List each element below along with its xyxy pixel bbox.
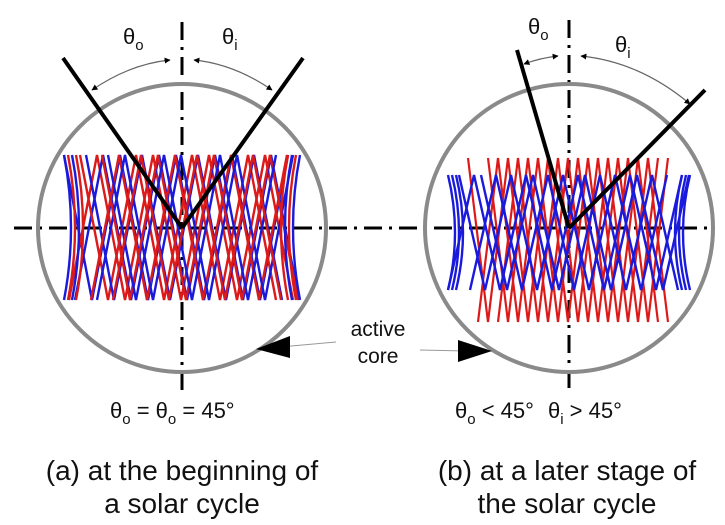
panel-a: θo θi θo = θo = 45° (a) at the beginning…	[36, 24, 328, 519]
theta-o-label-a: θo	[123, 24, 144, 54]
angle-arc-inner-a	[193, 57, 273, 91]
field-lines-a	[62, 154, 302, 301]
angle-arc-inner-b	[580, 53, 691, 105]
field-line	[468, 174, 680, 291]
field-line	[457, 174, 669, 291]
field-line	[100, 154, 300, 301]
field-line	[287, 154, 298, 301]
theta-o-label-b: θo	[528, 14, 549, 44]
field-lines-b	[446, 157, 692, 323]
panel-b: θo θi θo < 45° θi > 45° (b) at a later st…	[423, 14, 715, 519]
field-line	[66, 154, 77, 301]
ray-inner-a	[180, 56, 305, 230]
field-line	[62, 154, 73, 301]
formula-b: θo < 45° θi > 45°	[455, 398, 622, 428]
field-line	[74, 154, 85, 301]
field-line	[446, 174, 684, 291]
ray-inner-b	[567, 88, 707, 230]
caption-a-line1: (a) at the beginning of	[46, 455, 319, 486]
field-line	[291, 154, 302, 301]
field-line	[673, 174, 684, 291]
field-line	[681, 174, 692, 291]
caption-a-line2: a solar cycle	[104, 488, 260, 519]
theta-i-label-a: θi	[222, 24, 238, 54]
field-line	[279, 154, 290, 301]
sun-circle-a	[36, 82, 328, 374]
sun-circle-b	[423, 82, 715, 374]
active-core-callout: active core	[256, 318, 492, 368]
core-pointer-right-head	[458, 340, 492, 362]
core-pointer-left-head	[256, 336, 290, 358]
ray-outer-a	[61, 56, 184, 230]
ray-outer-b	[515, 49, 571, 229]
core-label-line2: core	[358, 345, 399, 368]
field-line	[89, 154, 289, 301]
field-line	[106, 154, 278, 301]
caption-b-line2: the solar cycle	[478, 488, 657, 519]
core-label-line1: active	[351, 318, 406, 341]
field-line	[283, 154, 294, 301]
field-line	[67, 154, 295, 301]
field-line	[111, 154, 283, 301]
field-line	[454, 174, 465, 291]
theta-i-label-b: θi	[615, 32, 631, 62]
field-line	[446, 174, 457, 291]
field-line	[450, 174, 461, 291]
field-line	[479, 174, 691, 291]
field-line	[677, 174, 688, 291]
caption-b-line1: (b) at a later stage of	[438, 455, 697, 486]
angle-arc-outer-a	[91, 57, 171, 91]
field-line	[70, 154, 81, 301]
angle-arc-outer-b	[523, 53, 559, 65]
formula-a: θo = θo = 45°	[110, 398, 235, 428]
field-line	[95, 154, 295, 301]
